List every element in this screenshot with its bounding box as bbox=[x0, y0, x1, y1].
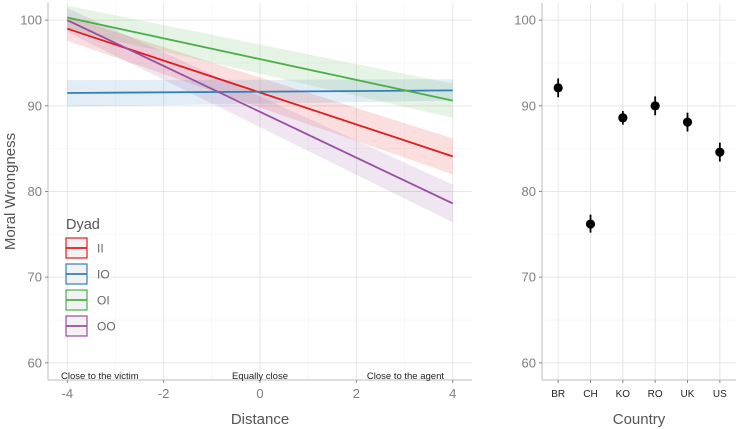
x-tick-label-ro: RO bbox=[648, 389, 663, 400]
right-panel-country-chart: 60 70 80 90 100 BR CH KO RO UK US Country bbox=[514, 3, 736, 428]
y-tick-label: 80 bbox=[522, 184, 536, 199]
y-tick-label: 100 bbox=[20, 13, 42, 28]
y-tick-label: 70 bbox=[28, 270, 42, 285]
annotation-label: Equally close bbox=[232, 371, 288, 382]
legend-key-ii bbox=[65, 237, 88, 259]
x-tick-label-ko: KO bbox=[616, 389, 631, 400]
x-tick-label: 0 bbox=[256, 386, 263, 401]
y-tick-label: 70 bbox=[522, 270, 536, 285]
ribbon-oi bbox=[67, 5, 453, 118]
annotation-label: Close to the victim bbox=[61, 371, 139, 382]
x-tick-label-ch: CH bbox=[583, 389, 597, 400]
line-oo bbox=[66, 19, 454, 205]
x-tick-label: 4 bbox=[449, 386, 456, 401]
legend-key-io bbox=[65, 263, 88, 285]
legend-label-oi: OI bbox=[97, 294, 110, 308]
legend-title: Dyad bbox=[66, 217, 100, 233]
ribbon-oo bbox=[67, 8, 453, 223]
ribbon-ii bbox=[67, 16, 453, 175]
x-tick-label: -2 bbox=[158, 386, 170, 401]
x-tick-label: 2 bbox=[353, 386, 360, 401]
x-tick-label-br: BR bbox=[551, 389, 565, 400]
line-io bbox=[67, 89, 453, 94]
point-us bbox=[715, 147, 725, 157]
point-ch bbox=[585, 219, 596, 229]
x-tick-label: -4 bbox=[61, 386, 73, 401]
x-tick-label-us: US bbox=[713, 389, 727, 400]
left-panel-distance-chart: 60 70 80 90 100 -4 -2 0 2 4 Distance Moral Wrongnes… bbox=[2, 3, 472, 428]
y-tick-label: 60 bbox=[28, 355, 42, 370]
y-tick-label: 60 bbox=[522, 355, 536, 370]
y-tick-label: 80 bbox=[28, 184, 42, 199]
x-axis-title: Country bbox=[613, 411, 666, 428]
point-br bbox=[553, 83, 563, 93]
annotation-label: Close to the agent bbox=[367, 371, 444, 382]
y-tick-label: 90 bbox=[522, 98, 536, 113]
legend-label-oo: OO bbox=[97, 320, 116, 334]
point-uk bbox=[682, 117, 693, 127]
point-ko bbox=[618, 113, 628, 123]
y-tick-label: 90 bbox=[28, 98, 42, 113]
point-ro bbox=[650, 101, 660, 111]
legend-key-oo bbox=[65, 315, 88, 337]
x-tick-label-uk: UK bbox=[681, 389, 695, 400]
legend-label-io: IO bbox=[97, 268, 110, 282]
y-axis-title: Moral Wrongness bbox=[2, 133, 19, 250]
line-oi bbox=[67, 16, 453, 102]
x-axis-title: Distance bbox=[231, 411, 289, 428]
y-tick-label: 100 bbox=[514, 13, 536, 28]
legend-key-oi bbox=[65, 289, 88, 311]
legend-label-ii: II bbox=[97, 242, 104, 256]
